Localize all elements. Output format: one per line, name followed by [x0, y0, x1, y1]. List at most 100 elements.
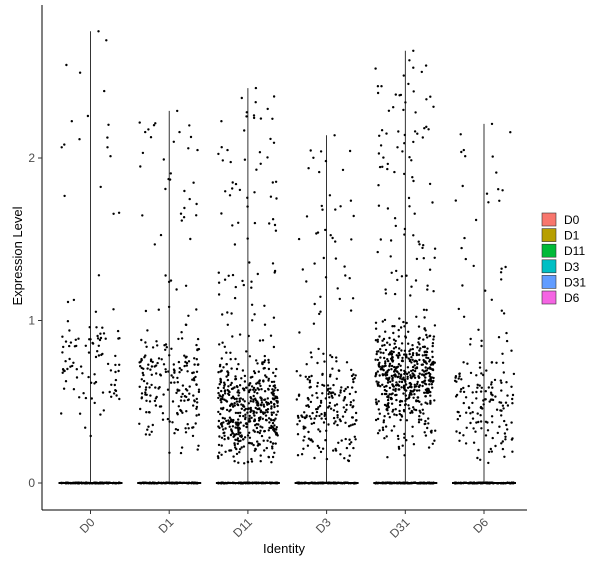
- data-point: [227, 385, 230, 388]
- data-point: [270, 380, 274, 384]
- data-point: [79, 365, 83, 368]
- data-point: [265, 446, 268, 450]
- data-point: [184, 388, 188, 391]
- data-point: [397, 356, 400, 359]
- data-point: [352, 214, 355, 218]
- data-point: [256, 402, 260, 405]
- legend-swatch: [541, 243, 557, 258]
- data-point: [418, 243, 421, 246]
- data-point: [410, 369, 413, 373]
- data-point: [151, 423, 154, 427]
- data-point: [141, 371, 144, 375]
- data-point: [313, 417, 316, 420]
- data-point: [230, 397, 233, 400]
- data-point: [220, 357, 223, 360]
- data-point: [309, 438, 313, 441]
- x-axis-title: Identity: [263, 541, 305, 556]
- data-point: [60, 412, 63, 415]
- data-point: [417, 240, 420, 243]
- data-point: [267, 417, 271, 420]
- data-point: [503, 419, 506, 423]
- data-point: [401, 359, 404, 362]
- data-point: [269, 440, 272, 444]
- data-point: [414, 111, 417, 114]
- data-point: [220, 401, 223, 404]
- data-point: [181, 411, 184, 414]
- data-point: [329, 407, 333, 410]
- data-point: [229, 433, 233, 437]
- data-point: [416, 380, 419, 384]
- data-point: [269, 195, 273, 198]
- data-point: [407, 397, 410, 400]
- data-point: [273, 451, 276, 454]
- data-point: [384, 362, 387, 365]
- data-point: [337, 369, 340, 372]
- data-point: [99, 336, 103, 340]
- data-point: [272, 390, 275, 393]
- data-point: [262, 403, 265, 406]
- data-point: [112, 212, 115, 215]
- data-point: [243, 380, 247, 383]
- data-point: [316, 361, 319, 365]
- data-point: [339, 453, 342, 456]
- data-point: [381, 383, 384, 386]
- data-point: [234, 411, 238, 415]
- data-point: [309, 149, 312, 152]
- data-point: [379, 348, 382, 351]
- data-point: [259, 460, 262, 463]
- data-point: [255, 411, 258, 414]
- data-point: [222, 421, 225, 424]
- data-point: [148, 400, 152, 403]
- data-point: [504, 438, 507, 441]
- data-point: [266, 397, 269, 400]
- data-point: [248, 382, 251, 385]
- data-point: [398, 403, 402, 407]
- data-point: [106, 146, 109, 149]
- data-point: [505, 339, 509, 343]
- data-point: [501, 361, 505, 364]
- data-point: [378, 134, 381, 137]
- data-point: [394, 367, 397, 370]
- data-point: [381, 339, 384, 342]
- data-point: [193, 379, 196, 382]
- data-point: [153, 243, 156, 246]
- data-point: [254, 399, 258, 402]
- data-point: [460, 246, 463, 250]
- data-point: [332, 383, 335, 387]
- data-point: [415, 353, 419, 357]
- data-point: [162, 363, 166, 366]
- data-point: [491, 155, 494, 158]
- data-point: [395, 269, 398, 273]
- data-point: [84, 344, 88, 347]
- data-point: [320, 412, 323, 416]
- data-point: [335, 403, 339, 406]
- data-point: [217, 271, 220, 274]
- data-point: [387, 353, 391, 356]
- data-point: [411, 347, 414, 351]
- data-point: [501, 447, 505, 451]
- data-point: [478, 361, 482, 365]
- data-point: [271, 445, 274, 448]
- data-point: [457, 377, 460, 380]
- data-point: [181, 392, 184, 396]
- data-point: [229, 358, 232, 361]
- data-point: [377, 350, 380, 353]
- data-point: [489, 447, 492, 451]
- data-point: [219, 412, 222, 416]
- data-point: [260, 434, 264, 438]
- data-point: [422, 338, 425, 341]
- data-point: [154, 386, 157, 389]
- data-point: [423, 127, 426, 130]
- data-point: [238, 333, 242, 336]
- data-point: [351, 423, 354, 426]
- data-point: [423, 354, 427, 357]
- data-point: [197, 413, 201, 416]
- data-point: [112, 392, 116, 395]
- data-point: [184, 284, 188, 287]
- data-point: [410, 356, 413, 359]
- data-point: [415, 257, 419, 261]
- data-point: [241, 369, 245, 372]
- data-point: [344, 437, 347, 441]
- data-point: [266, 439, 269, 442]
- data-point: [223, 390, 227, 393]
